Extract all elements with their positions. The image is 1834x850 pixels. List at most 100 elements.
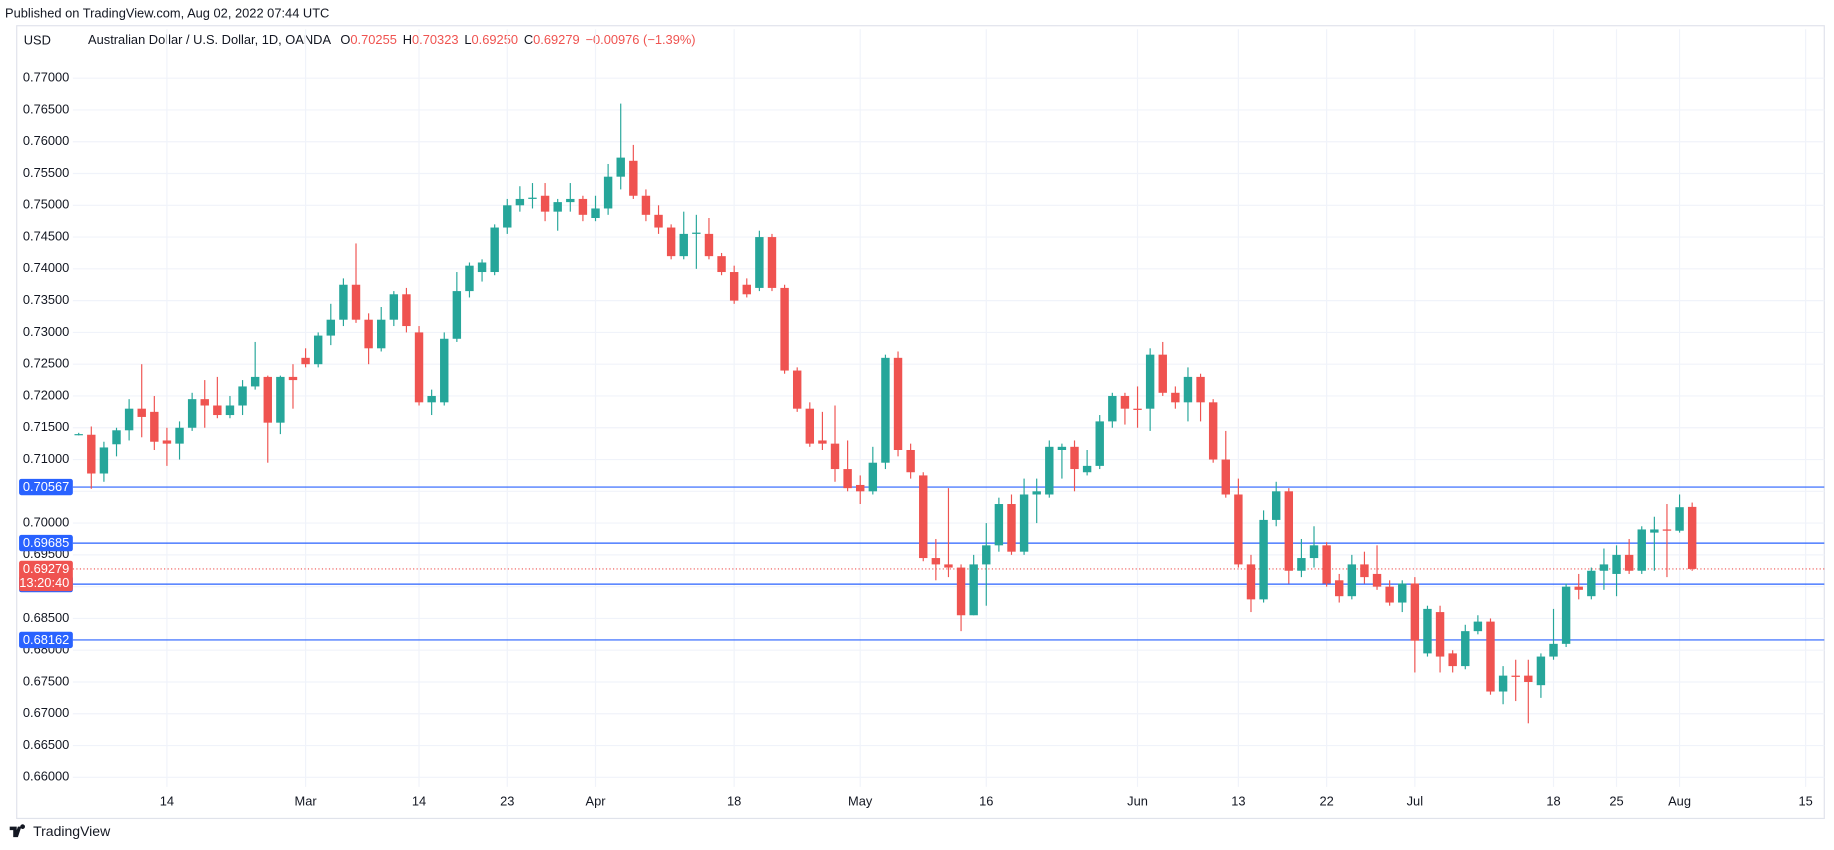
candle-body xyxy=(1360,564,1369,578)
candle-body xyxy=(1561,586,1571,644)
candle-body xyxy=(313,335,323,365)
candle-body xyxy=(200,399,209,406)
x-tick-label: May xyxy=(848,793,873,808)
x-tick-label: 15 xyxy=(1798,793,1812,808)
legend-key: C xyxy=(524,32,533,47)
candle-body xyxy=(326,319,336,336)
candle-body xyxy=(1070,446,1079,470)
candle-body xyxy=(881,357,890,463)
candle-body xyxy=(868,462,878,492)
brand-logo xyxy=(9,824,25,838)
pane-frame xyxy=(16,25,1825,820)
x-tick-label: 16 xyxy=(979,793,993,808)
candle-body xyxy=(994,504,1004,546)
candle-body xyxy=(1007,504,1016,552)
candle-body xyxy=(566,198,575,203)
candle-body xyxy=(679,233,688,257)
candle-body xyxy=(893,357,903,450)
x-tick-label: 14 xyxy=(160,793,174,808)
brand: TradingView xyxy=(33,823,111,839)
candle-body xyxy=(616,157,625,177)
x-tick-label: Jul xyxy=(1407,793,1423,808)
y-tick-label: 0.68500 xyxy=(23,610,69,625)
candle-body xyxy=(490,227,499,273)
candle-body xyxy=(1524,675,1533,682)
y-tick-label: 0.71000 xyxy=(23,451,69,466)
candle-body xyxy=(503,205,512,228)
candle-body xyxy=(641,195,651,215)
candle-body xyxy=(351,284,361,320)
candle-body xyxy=(238,386,247,406)
candle-body xyxy=(263,376,272,423)
candle-body xyxy=(654,214,663,228)
legend-symbol: Australian Dollar / U.S. Dollar, 1D, OAN… xyxy=(88,32,331,47)
candle-body xyxy=(389,294,399,320)
x-tick-label: 18 xyxy=(727,793,741,808)
candle-body xyxy=(1637,529,1646,571)
y-tick-label: 0.74000 xyxy=(23,260,69,275)
level-label: 0.69685 xyxy=(23,535,69,550)
level-badge xyxy=(19,478,73,496)
candle-body xyxy=(1183,376,1193,403)
y-tick-label: 0.73000 xyxy=(23,324,69,339)
candle-body xyxy=(1120,395,1130,409)
candle-body xyxy=(1624,554,1634,571)
candle-body xyxy=(225,405,235,416)
candle-body xyxy=(578,198,588,215)
x-tick-label: 22 xyxy=(1319,793,1333,808)
y-tick-label: 0.75000 xyxy=(23,197,69,212)
x-tick-label: 14 xyxy=(412,793,426,808)
legend-value: 0.70255 xyxy=(350,32,396,47)
candle-body xyxy=(1549,643,1558,657)
candle-body xyxy=(1082,465,1092,473)
candle-body xyxy=(1423,608,1432,654)
candle-body xyxy=(1057,446,1067,450)
y-tick-label: 0.67000 xyxy=(23,705,69,720)
candle-body xyxy=(742,284,751,295)
candle-body xyxy=(1650,529,1659,533)
candle-body xyxy=(1511,675,1520,677)
candle-body xyxy=(1675,507,1684,531)
y-tick-label: 0.73500 xyxy=(23,292,69,307)
candle-body xyxy=(919,475,928,559)
candle-body xyxy=(112,430,121,445)
candle-body xyxy=(729,272,739,301)
candle-body xyxy=(99,447,109,474)
legend-value: 0.69250 xyxy=(472,32,518,47)
candle-body xyxy=(540,195,550,212)
level-badge xyxy=(19,631,73,649)
candle-body xyxy=(1171,392,1180,403)
y-tick-label: 0.70000 xyxy=(23,514,69,529)
candle-body xyxy=(553,202,562,212)
legend-change: −0.00976 (−1.39%) xyxy=(585,32,695,47)
y-tick-label: 0.76500 xyxy=(23,101,69,116)
candle-body xyxy=(692,232,701,234)
axis-unit: USD xyxy=(24,32,51,47)
legend-key: H xyxy=(403,32,412,47)
candle-body xyxy=(591,208,600,219)
candle-body xyxy=(175,427,184,444)
legend-key: O xyxy=(340,32,350,47)
legend-value: 0.70323 xyxy=(412,32,458,47)
countdown: 13:20:40 xyxy=(19,575,69,590)
candle-body xyxy=(931,558,941,565)
candle-body xyxy=(717,256,726,273)
y-tick-label: 0.76000 xyxy=(23,133,69,148)
candle-body xyxy=(1133,408,1142,410)
candle-body xyxy=(1234,494,1243,565)
candle-body xyxy=(1498,675,1508,692)
x-tick-label: 25 xyxy=(1609,793,1623,808)
candle-body xyxy=(124,408,134,431)
candle-body xyxy=(213,405,222,416)
candle-body xyxy=(982,545,991,565)
candle-body xyxy=(780,287,789,371)
candle-body xyxy=(1662,529,1672,531)
candle-body xyxy=(1335,580,1344,597)
level-badge xyxy=(19,534,73,552)
y-tick-label: 0.67500 xyxy=(23,673,69,688)
candle-body xyxy=(1158,354,1167,393)
candle-body xyxy=(603,176,613,209)
candle-body xyxy=(515,198,525,206)
candle-body xyxy=(805,408,815,444)
